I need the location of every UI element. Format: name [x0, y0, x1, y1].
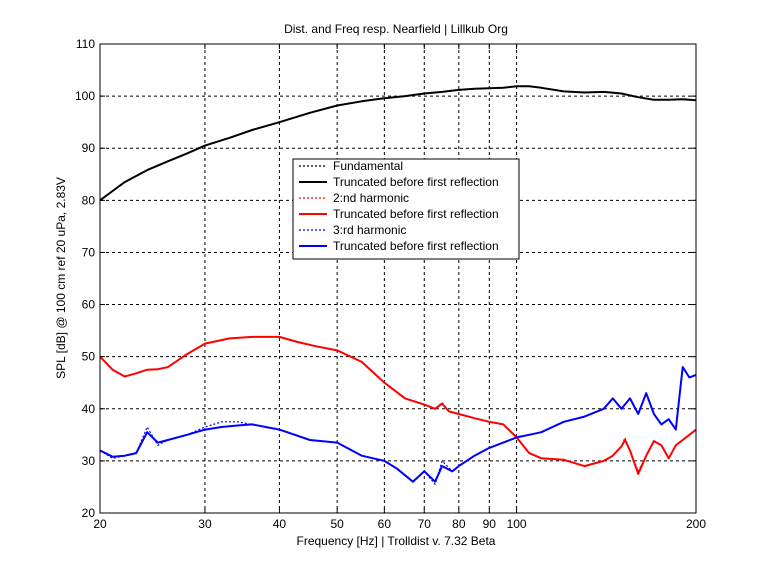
chart-title: Dist. and Freq resp. Nearfield | Lillkub… [284, 22, 508, 36]
legend-label: 3:rd harmonic [333, 223, 406, 237]
legend-box [292, 158, 520, 260]
legend-label: 2:nd harmonic [333, 191, 409, 205]
series-line-2 [99, 85, 697, 202]
axis-ticks: 20 30 40 50 60 70 80 90 100 200 20 30 40 50 60 70 80 90 10… [75, 37, 706, 531]
legend-label: Truncated before first reflection [333, 207, 499, 221]
y-tick-label: 90 [82, 141, 96, 155]
y-tick-label: 40 [82, 402, 96, 416]
legend-label: Fundamental [333, 159, 403, 173]
y-tick-label: 20 [82, 506, 96, 520]
x-tick-label: 40 [273, 517, 287, 531]
x-tick-label: 200 [686, 517, 706, 531]
legend-label: Truncated before first reflection [333, 239, 499, 253]
x-tick-label: 90 [483, 517, 497, 531]
y-tick-label: 60 [82, 298, 96, 312]
y-tick-label: 100 [75, 89, 95, 103]
plot-frame [99, 43, 697, 514]
x-tick-label: 20 [93, 517, 107, 531]
series-lines [99, 85, 697, 485]
x-tick-label: 70 [418, 517, 432, 531]
legend-label: Truncated before first reflection [333, 175, 499, 189]
y-tick-label: 50 [82, 350, 96, 364]
x-tick-label: 80 [452, 517, 466, 531]
series-line-4 [99, 335, 697, 475]
x-tick-label: 100 [507, 517, 527, 531]
y-axis-label: SPL [dB] @ 100 cm ref 20 uPa, 2.83V [54, 177, 68, 379]
y-tick-label: 110 [76, 37, 95, 51]
x-tick-label: 50 [330, 517, 344, 531]
x-tick-label: 30 [198, 517, 212, 531]
y-tick-label: 70 [82, 245, 96, 259]
y-tick-label: 30 [82, 454, 96, 468]
series-line-6 [99, 366, 697, 483]
x-tick-label: 60 [378, 517, 392, 531]
y-tick-label: 80 [82, 193, 96, 207]
x-axis-label: Frequency [Hz] | Trolldist v. 7.32 Beta [297, 534, 496, 548]
legend: Fundamental Truncated before first reflec… [292, 158, 520, 260]
